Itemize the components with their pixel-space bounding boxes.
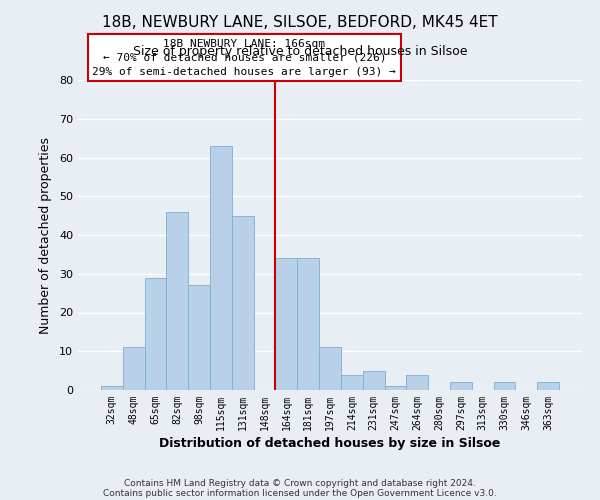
Bar (319, 348, 341, 390)
Bar (275, 258, 297, 390)
Bar (297, 258, 319, 390)
Bar (494, 382, 515, 390)
Bar (406, 374, 428, 390)
Bar (385, 386, 406, 390)
Text: 18B, NEWBURY LANE, SILSOE, BEDFORD, MK45 4ET: 18B, NEWBURY LANE, SILSOE, BEDFORD, MK45… (102, 15, 498, 30)
Bar (210, 146, 232, 390)
Text: 18B NEWBURY LANE: 166sqm
← 70% of detached houses are smaller (226)
29% of semi-: 18B NEWBURY LANE: 166sqm ← 70% of detach… (92, 39, 396, 77)
X-axis label: Distribution of detached houses by size in Silsoe: Distribution of detached houses by size … (160, 437, 500, 450)
Bar (341, 374, 363, 390)
Bar (537, 382, 559, 390)
Bar (232, 216, 254, 390)
Y-axis label: Number of detached properties: Number of detached properties (39, 136, 52, 334)
Bar (101, 386, 123, 390)
Text: Contains public sector information licensed under the Open Government Licence v3: Contains public sector information licen… (103, 488, 497, 498)
Bar (363, 370, 385, 390)
Bar (450, 382, 472, 390)
Bar (123, 348, 145, 390)
Text: Contains HM Land Registry data © Crown copyright and database right 2024.: Contains HM Land Registry data © Crown c… (124, 478, 476, 488)
Bar (166, 212, 188, 390)
Bar (145, 278, 166, 390)
Text: Size of property relative to detached houses in Silsoe: Size of property relative to detached ho… (133, 45, 467, 58)
Bar (188, 286, 210, 390)
